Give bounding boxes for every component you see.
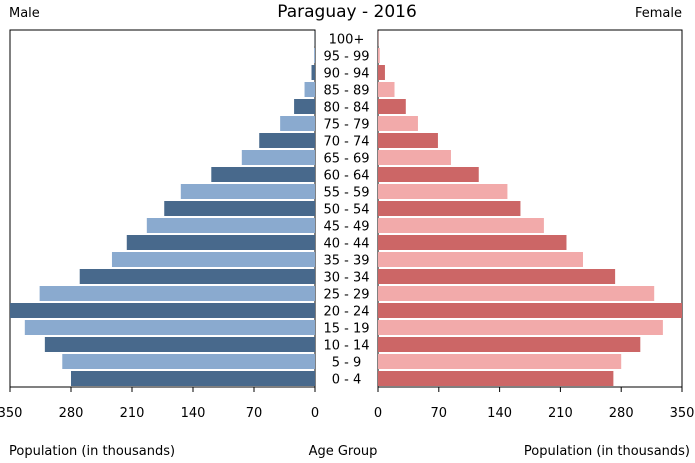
female-bar-13 [378, 252, 583, 267]
age-group-label-3: 85 - 89 [323, 84, 369, 99]
age-group-label-16: 20 - 24 [323, 305, 369, 320]
female-bar-17 [378, 320, 663, 335]
male-bar-8 [211, 167, 315, 182]
male-axis-ticks: 350 280 210 140 70 0 [0, 387, 319, 421]
age-group-label-6: 70 - 74 [323, 135, 369, 150]
male-bar-11 [146, 218, 315, 233]
male-bar-9 [180, 184, 315, 199]
female-label: Female [635, 6, 682, 21]
female-bar-5 [378, 116, 418, 131]
female-bar-8 [378, 167, 479, 182]
age-group-label-7: 65 - 69 [323, 152, 369, 167]
age-group-label-8: 60 - 64 [323, 169, 369, 184]
age-group-label-12: 40 - 44 [323, 237, 369, 252]
female-bar-1 [378, 48, 380, 63]
age-group-label-0: 100+ [329, 33, 365, 48]
female-bar-16 [378, 303, 682, 318]
male-bar-20 [71, 371, 315, 386]
female-axis-ticks: 350 280 210 140 70 0 [374, 387, 695, 421]
male-tick-label-4: 70 [246, 406, 263, 421]
male-bar-7 [241, 150, 315, 165]
female-axis-title: Population (in thousands) [524, 444, 690, 459]
male-bar-3 [304, 82, 315, 97]
male-bar-4 [294, 99, 315, 114]
male-bars [10, 31, 316, 386]
age-group-label-2: 90 - 94 [323, 67, 369, 82]
age-group-label-11: 45 - 49 [323, 220, 369, 235]
female-bar-3 [378, 82, 395, 97]
female-bar-20 [378, 371, 614, 386]
male-label: Male [9, 6, 40, 21]
male-tick-label-0: 350 [0, 406, 22, 421]
female-bar-12 [378, 235, 567, 250]
male-tick-label-5: 0 [311, 406, 319, 421]
age-group-label-9: 55 - 59 [323, 186, 369, 201]
female-tick-label-3: 140 [487, 406, 512, 421]
age-group-label-19: 5 - 9 [332, 356, 362, 371]
male-bar-18 [44, 337, 315, 352]
age-group-label-17: 15 - 19 [323, 322, 369, 337]
male-bar-12 [126, 235, 316, 250]
female-tick-label-1: 280 [609, 406, 634, 421]
age-group-label-5: 75 - 79 [323, 118, 369, 133]
male-bar-2 [311, 65, 315, 80]
female-tick-label-4: 70 [431, 406, 448, 421]
male-bar-10 [164, 201, 315, 216]
female-tick-label-0: 350 [670, 406, 695, 421]
male-bar-5 [280, 116, 315, 131]
female-bar-18 [378, 337, 641, 352]
male-bar-17 [24, 320, 316, 335]
female-bar-10 [378, 201, 521, 216]
female-bar-19 [378, 354, 622, 369]
male-bar-19 [62, 354, 316, 369]
male-bar-16 [10, 303, 315, 318]
male-tick-label-1: 280 [59, 406, 84, 421]
female-bars [378, 31, 682, 386]
female-bar-15 [378, 286, 655, 301]
male-bar-14 [79, 269, 315, 284]
age-group-axis-title: Age Group [309, 444, 378, 459]
female-bar-2 [378, 65, 385, 80]
female-tick-label-2: 210 [548, 406, 573, 421]
female-bar-14 [378, 269, 616, 284]
male-bar-13 [111, 252, 315, 267]
male-tick-label-3: 140 [181, 406, 206, 421]
male-tick-label-2: 210 [120, 406, 145, 421]
male-bar-1 [314, 48, 315, 63]
female-bar-4 [378, 99, 406, 114]
male-bar-6 [259, 133, 315, 148]
age-group-label-14: 30 - 34 [323, 271, 369, 286]
female-bar-6 [378, 133, 438, 148]
age-group-label-10: 50 - 54 [323, 203, 369, 218]
age-group-label-20: 0 - 4 [332, 373, 362, 388]
age-group-label-1: 95 - 99 [323, 50, 369, 65]
age-group-labels: 100+ 95 - 99 90 - 94 85 - 89 80 - 84 75 - 79 7… [323, 33, 369, 388]
age-group-label-13: 35 - 39 [323, 254, 369, 269]
female-tick-label-5: 0 [374, 406, 382, 421]
chart-title: Paraguay - 2016 [277, 2, 417, 22]
male-bar-15 [39, 286, 315, 301]
age-group-label-15: 25 - 29 [323, 288, 369, 303]
female-bar-7 [378, 150, 451, 165]
female-bar-9 [378, 184, 508, 199]
female-bar-11 [378, 218, 544, 233]
age-group-label-18: 10 - 14 [323, 339, 369, 354]
age-group-label-4: 80 - 84 [323, 101, 369, 116]
male-axis-title: Population (in thousands) [9, 444, 175, 459]
